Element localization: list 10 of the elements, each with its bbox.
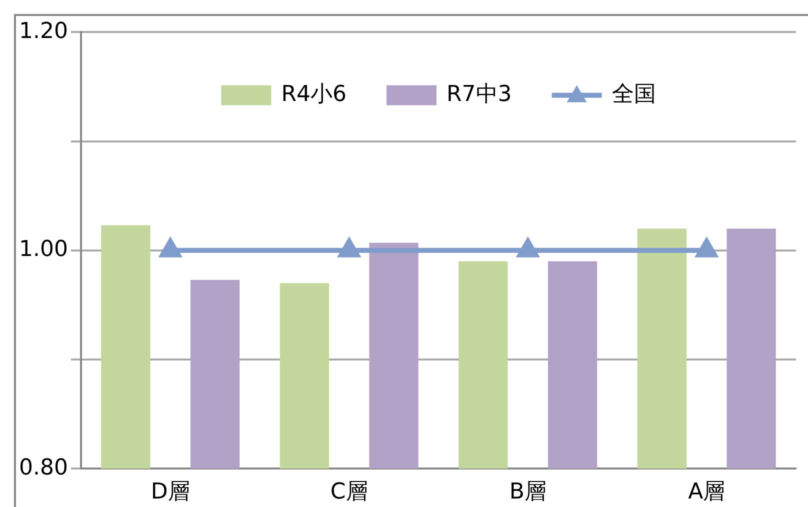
x-tick-label: D層 [150, 480, 190, 505]
legend-label: R7中3 [446, 82, 512, 107]
legend-label: R4小6 [281, 82, 346, 107]
x-tick-label: B層 [509, 480, 546, 505]
y-tick-label: 1.20 [19, 18, 68, 44]
y-tick-label: 0.80 [19, 455, 68, 480]
x-tick-label: A層 [688, 480, 726, 505]
legend-label: 全国 [612, 82, 656, 107]
y-tick-label: 1.00 [19, 237, 68, 262]
x-tick-label: C層 [330, 480, 368, 505]
